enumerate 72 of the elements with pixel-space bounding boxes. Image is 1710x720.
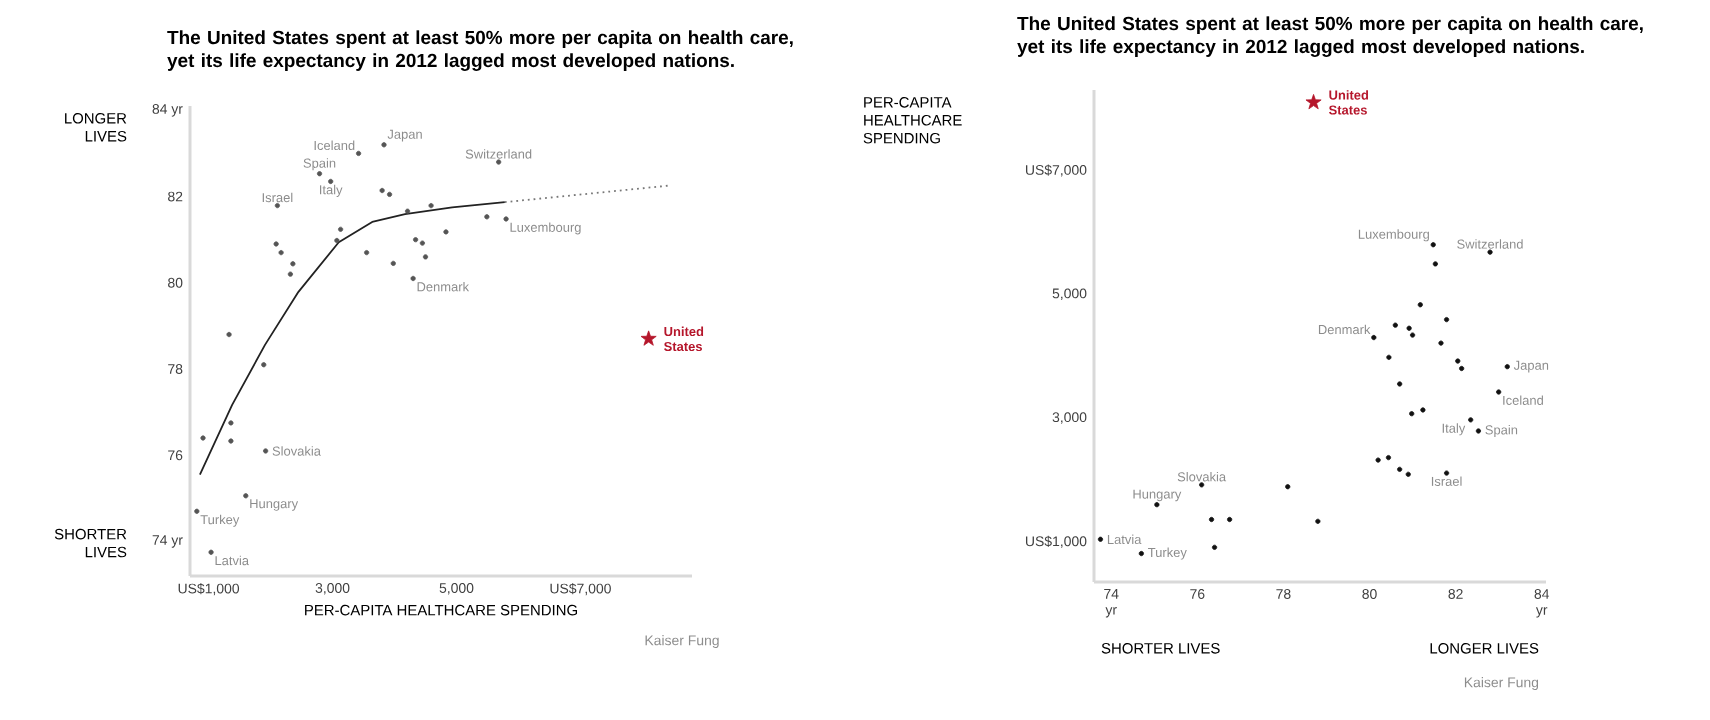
point — [640, 330, 657, 346]
point — [379, 187, 385, 194]
point — [1097, 536, 1104, 542]
point — [278, 250, 284, 256]
point — [1417, 302, 1423, 308]
point — [1443, 470, 1450, 476]
point — [410, 275, 416, 282]
point — [1406, 325, 1412, 331]
point — [1409, 332, 1416, 338]
line-series — [199, 201, 506, 476]
point — [355, 150, 362, 157]
point — [1468, 417, 1474, 423]
point — [1285, 484, 1291, 490]
point — [381, 142, 387, 148]
point — [1504, 364, 1510, 370]
point — [228, 438, 234, 444]
point — [334, 237, 340, 244]
point — [364, 250, 370, 256]
point — [273, 241, 279, 247]
point — [261, 362, 267, 368]
point — [1487, 249, 1493, 255]
point — [1208, 516, 1215, 523]
point — [484, 214, 490, 220]
point — [1432, 261, 1438, 267]
point — [428, 203, 434, 209]
point — [496, 159, 502, 165]
point — [243, 493, 249, 499]
point — [1315, 518, 1321, 524]
point — [1227, 516, 1233, 523]
point — [1430, 242, 1436, 248]
point — [422, 254, 429, 260]
point — [1459, 365, 1465, 372]
point — [194, 508, 200, 514]
point — [1392, 322, 1398, 328]
point — [263, 448, 269, 454]
point — [226, 331, 232, 338]
point — [1138, 550, 1144, 557]
point — [1438, 340, 1444, 346]
point — [1405, 471, 1411, 477]
point — [1397, 381, 1403, 387]
point — [1371, 334, 1377, 341]
point — [1199, 482, 1205, 488]
point — [200, 435, 206, 441]
point — [503, 216, 509, 222]
point — [1305, 94, 1322, 110]
point — [274, 203, 280, 209]
point — [228, 420, 234, 426]
point — [443, 229, 449, 235]
point — [1496, 389, 1502, 395]
point — [1385, 455, 1392, 461]
point — [419, 240, 425, 246]
chart-title: The United States spent at least 50% more per capita on health care, yet its life expectancy in 2012 lagged most developed nations. — [1017, 16, 1643, 57]
point — [316, 171, 323, 177]
point — [208, 549, 214, 555]
point — [338, 226, 344, 232]
point — [1375, 457, 1381, 463]
point — [1475, 428, 1482, 434]
point — [1455, 358, 1461, 364]
point — [1397, 466, 1403, 472]
point — [1154, 502, 1160, 508]
chart-title: The United States spent at least 50% more per capita on health care, yet its life expectancy in 2012 lagged most developed nations. — [167, 30, 793, 71]
point — [1409, 411, 1415, 417]
point — [1443, 317, 1450, 323]
point — [290, 261, 296, 267]
point — [287, 271, 293, 277]
point — [1211, 544, 1218, 550]
point — [404, 208, 411, 214]
point — [1386, 354, 1392, 360]
point — [386, 191, 393, 197]
point — [1420, 407, 1426, 413]
point — [413, 237, 419, 243]
point — [390, 260, 396, 266]
